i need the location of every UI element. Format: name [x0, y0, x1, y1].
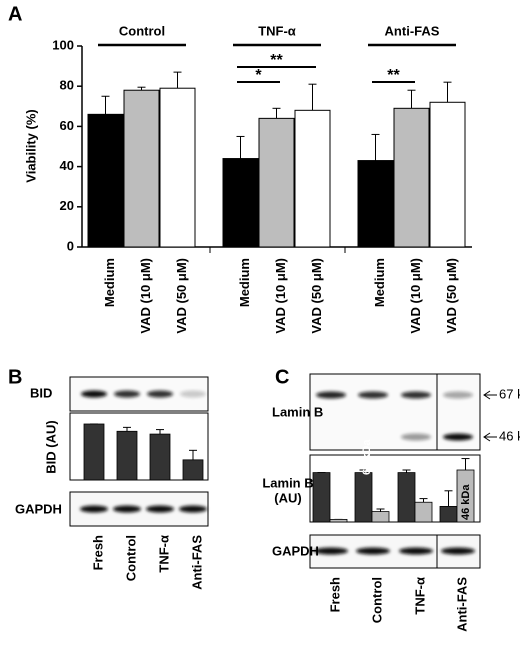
bar	[393, 107, 430, 248]
bar	[371, 511, 390, 523]
blot-band	[401, 391, 431, 399]
bar	[294, 109, 331, 248]
bar	[439, 505, 458, 523]
blot-label: Lamin B	[272, 404, 323, 419]
arrow-head	[483, 390, 491, 400]
bar	[456, 469, 475, 523]
blot-band	[443, 433, 473, 441]
panel-letter: C	[275, 366, 289, 388]
bar	[258, 117, 295, 248]
x-tick-label: VAD (50 μM)	[444, 258, 459, 334]
blot-band	[401, 433, 431, 441]
blot-band	[113, 505, 141, 513]
y-axis-label: Viability (%)	[23, 109, 38, 182]
y-tick-label: 100	[52, 37, 74, 52]
x-tick-label: VAD (10 μM)	[138, 258, 153, 334]
bar-label: 67 kDa	[361, 439, 373, 475]
blot-band	[179, 505, 207, 513]
bar	[397, 472, 416, 523]
x-tick-label: Fresh	[90, 535, 105, 570]
blot-band	[114, 390, 140, 398]
bar	[354, 472, 373, 523]
y-tick-label: 80	[60, 78, 74, 93]
bar	[149, 433, 171, 481]
significance-label: **	[387, 67, 400, 84]
bar	[116, 430, 138, 481]
x-tick-label: Anti-FAS	[189, 535, 204, 590]
x-tick-label: TNF-α	[156, 535, 171, 573]
bar	[357, 160, 394, 248]
x-tick-label: Medium	[237, 258, 252, 307]
x-tick-label: Fresh	[327, 577, 342, 612]
arrow-head	[483, 432, 491, 442]
x-tick-label: Anti-FAS	[454, 577, 469, 632]
bar	[222, 158, 259, 248]
x-tick-label: VAD (10 μM)	[408, 258, 423, 334]
blot-band	[356, 547, 390, 555]
bar	[329, 519, 348, 523]
blot-band	[316, 391, 346, 399]
y-tick-label: 20	[60, 198, 74, 213]
x-tick-label: VAD (50 μM)	[174, 258, 189, 334]
x-tick-label: TNF-α	[412, 577, 427, 615]
x-tick-label: VAD (50 μM)	[309, 258, 324, 334]
x-tick-label: Medium	[372, 258, 387, 307]
blot-label: GAPDH	[272, 543, 319, 558]
y-axis-label: (AU)	[274, 490, 301, 505]
blot-band	[441, 547, 475, 555]
y-tick-label: 40	[60, 158, 74, 173]
blot-band	[147, 390, 173, 398]
bar	[87, 113, 124, 248]
panel-letter: B	[8, 366, 22, 388]
bar	[83, 423, 105, 481]
panel-letter: A	[8, 3, 22, 25]
blot-label: GAPDH	[15, 501, 62, 516]
blot-band	[81, 390, 107, 398]
blot-band	[180, 390, 206, 398]
x-tick-label: Medium	[102, 258, 117, 307]
y-tick-label: 60	[60, 118, 74, 133]
blot-band	[80, 505, 108, 513]
group-label: Control	[119, 23, 165, 38]
x-tick-label: VAD (10 μM)	[273, 258, 288, 334]
band-marker: 46 kDa	[499, 428, 520, 443]
y-axis-label: BID (AU)	[43, 420, 58, 473]
bar	[123, 89, 160, 248]
significance-label: **	[270, 52, 283, 69]
band-marker: 67 kDa	[499, 386, 520, 401]
blot-band	[314, 547, 348, 555]
blot-band	[358, 391, 388, 399]
x-tick-label: Control	[123, 535, 138, 581]
group-label: Anti-FAS	[385, 23, 440, 38]
group-label: TNF-α	[258, 23, 296, 38]
blot-label: BID	[30, 385, 52, 400]
bar	[414, 501, 433, 523]
bar	[159, 87, 196, 248]
y-axis-label: Lamin B	[262, 475, 313, 490]
bar	[182, 459, 204, 481]
bar	[312, 472, 331, 523]
bar	[429, 101, 466, 248]
x-tick-label: Control	[369, 577, 384, 623]
significance-label: *	[255, 67, 262, 84]
blot-band	[146, 505, 174, 513]
y-tick-label: 0	[67, 238, 74, 253]
bar-label: 46 kDa	[460, 484, 472, 520]
blot-band	[399, 547, 433, 555]
blot-band	[443, 391, 473, 399]
